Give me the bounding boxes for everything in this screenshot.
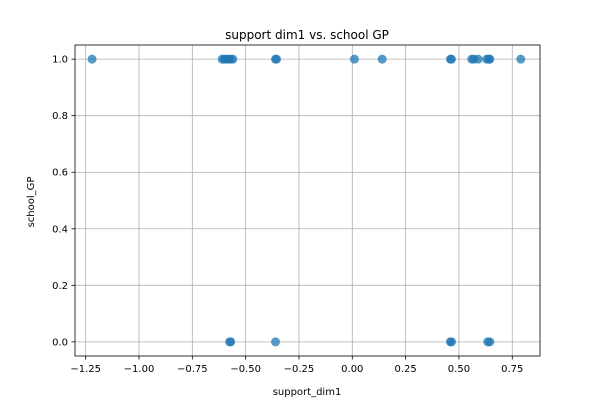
data-point xyxy=(516,54,526,64)
y-axis-ticks: 0.0 0.2 0.4 0.6 0.8 1.0 xyxy=(52,55,75,348)
data-point xyxy=(377,54,387,64)
plot-frame xyxy=(74,44,541,357)
data-point xyxy=(226,337,236,347)
data-point xyxy=(271,337,281,347)
grid-lines xyxy=(75,45,540,356)
y-tick-label: 0.4 xyxy=(52,224,68,235)
data-point xyxy=(349,54,359,64)
chart-title: support dim1 vs. school GP xyxy=(225,28,389,42)
data-points xyxy=(87,54,526,347)
x-tick-label: 0.25 xyxy=(394,364,416,375)
y-tick-label: 0.0 xyxy=(52,337,68,348)
x-tick-label: −1.00 xyxy=(124,364,155,375)
data-point xyxy=(228,54,238,64)
data-point xyxy=(87,54,97,64)
x-tick-label: 0.00 xyxy=(341,364,363,375)
y-tick-label: 1.0 xyxy=(52,55,68,66)
x-tick-label: 0.75 xyxy=(501,364,523,375)
data-point xyxy=(485,54,495,64)
y-tick-label: 0.8 xyxy=(52,111,68,122)
x-tick-label: −0.50 xyxy=(230,364,261,375)
x-tick-label: 0.50 xyxy=(448,364,470,375)
y-tick-label: 0.6 xyxy=(52,168,68,179)
y-tick-label: 0.2 xyxy=(52,281,68,292)
x-tick-label: −1.25 xyxy=(70,364,101,375)
data-point xyxy=(272,54,282,64)
x-tick-label: −0.75 xyxy=(177,364,208,375)
x-tick-label: −0.25 xyxy=(284,364,315,375)
data-point xyxy=(446,54,456,64)
y-axis-label: school_GP xyxy=(26,177,37,228)
data-point xyxy=(485,337,495,347)
x-axis-ticks: −1.25 −1.00 −0.75 −0.50 −0.25 0.00 0.25 0.50 0.7… xyxy=(70,356,523,375)
data-point xyxy=(473,54,483,64)
x-axis-label: support_dim1 xyxy=(273,387,342,398)
data-point xyxy=(446,337,456,347)
